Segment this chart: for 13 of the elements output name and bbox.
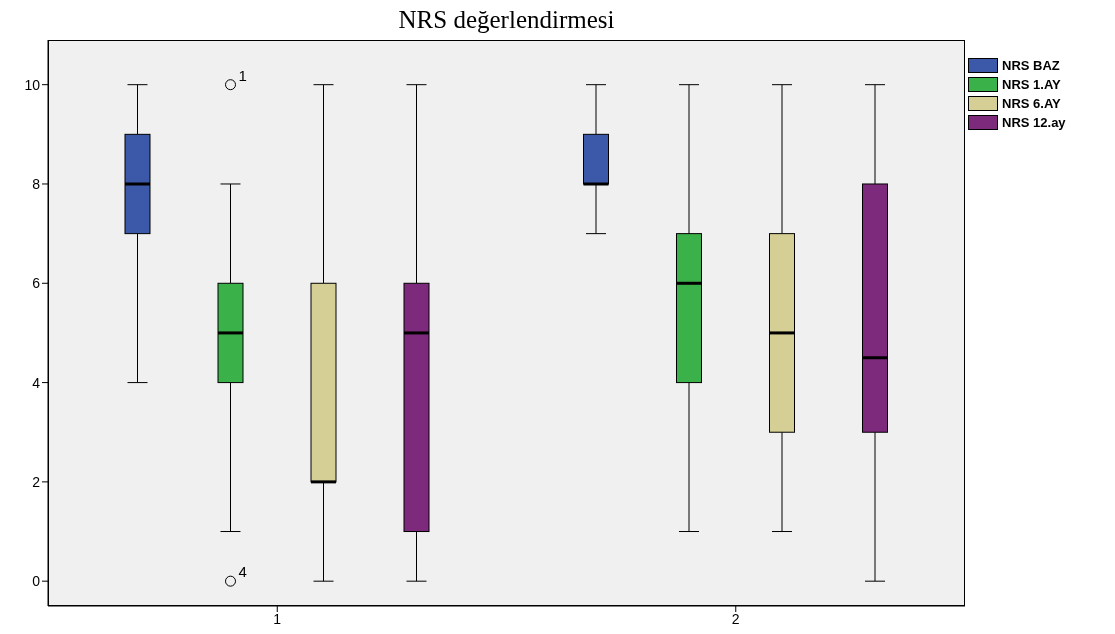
y-tick-label: 4 [32, 374, 41, 391]
y-tick-label: 8 [32, 175, 41, 192]
y-tick-label: 2 [32, 473, 41, 490]
y-tick-label: 6 [32, 275, 41, 292]
annotation: 4 [238, 563, 247, 581]
y-tick-label: 10 [24, 76, 41, 93]
legend-label: NRS 6.AY [1002, 96, 1061, 111]
chart-title: NRS değerlendirmesi [397, 6, 616, 34]
annotation: 1 [238, 66, 247, 84]
legend-label: NRS 12.ay [1002, 115, 1066, 130]
legend-label: NRS BAZ [1002, 58, 1060, 73]
legend-label: NRS 1.AY [1002, 77, 1061, 92]
y-tick-label: 0 [32, 573, 41, 590]
